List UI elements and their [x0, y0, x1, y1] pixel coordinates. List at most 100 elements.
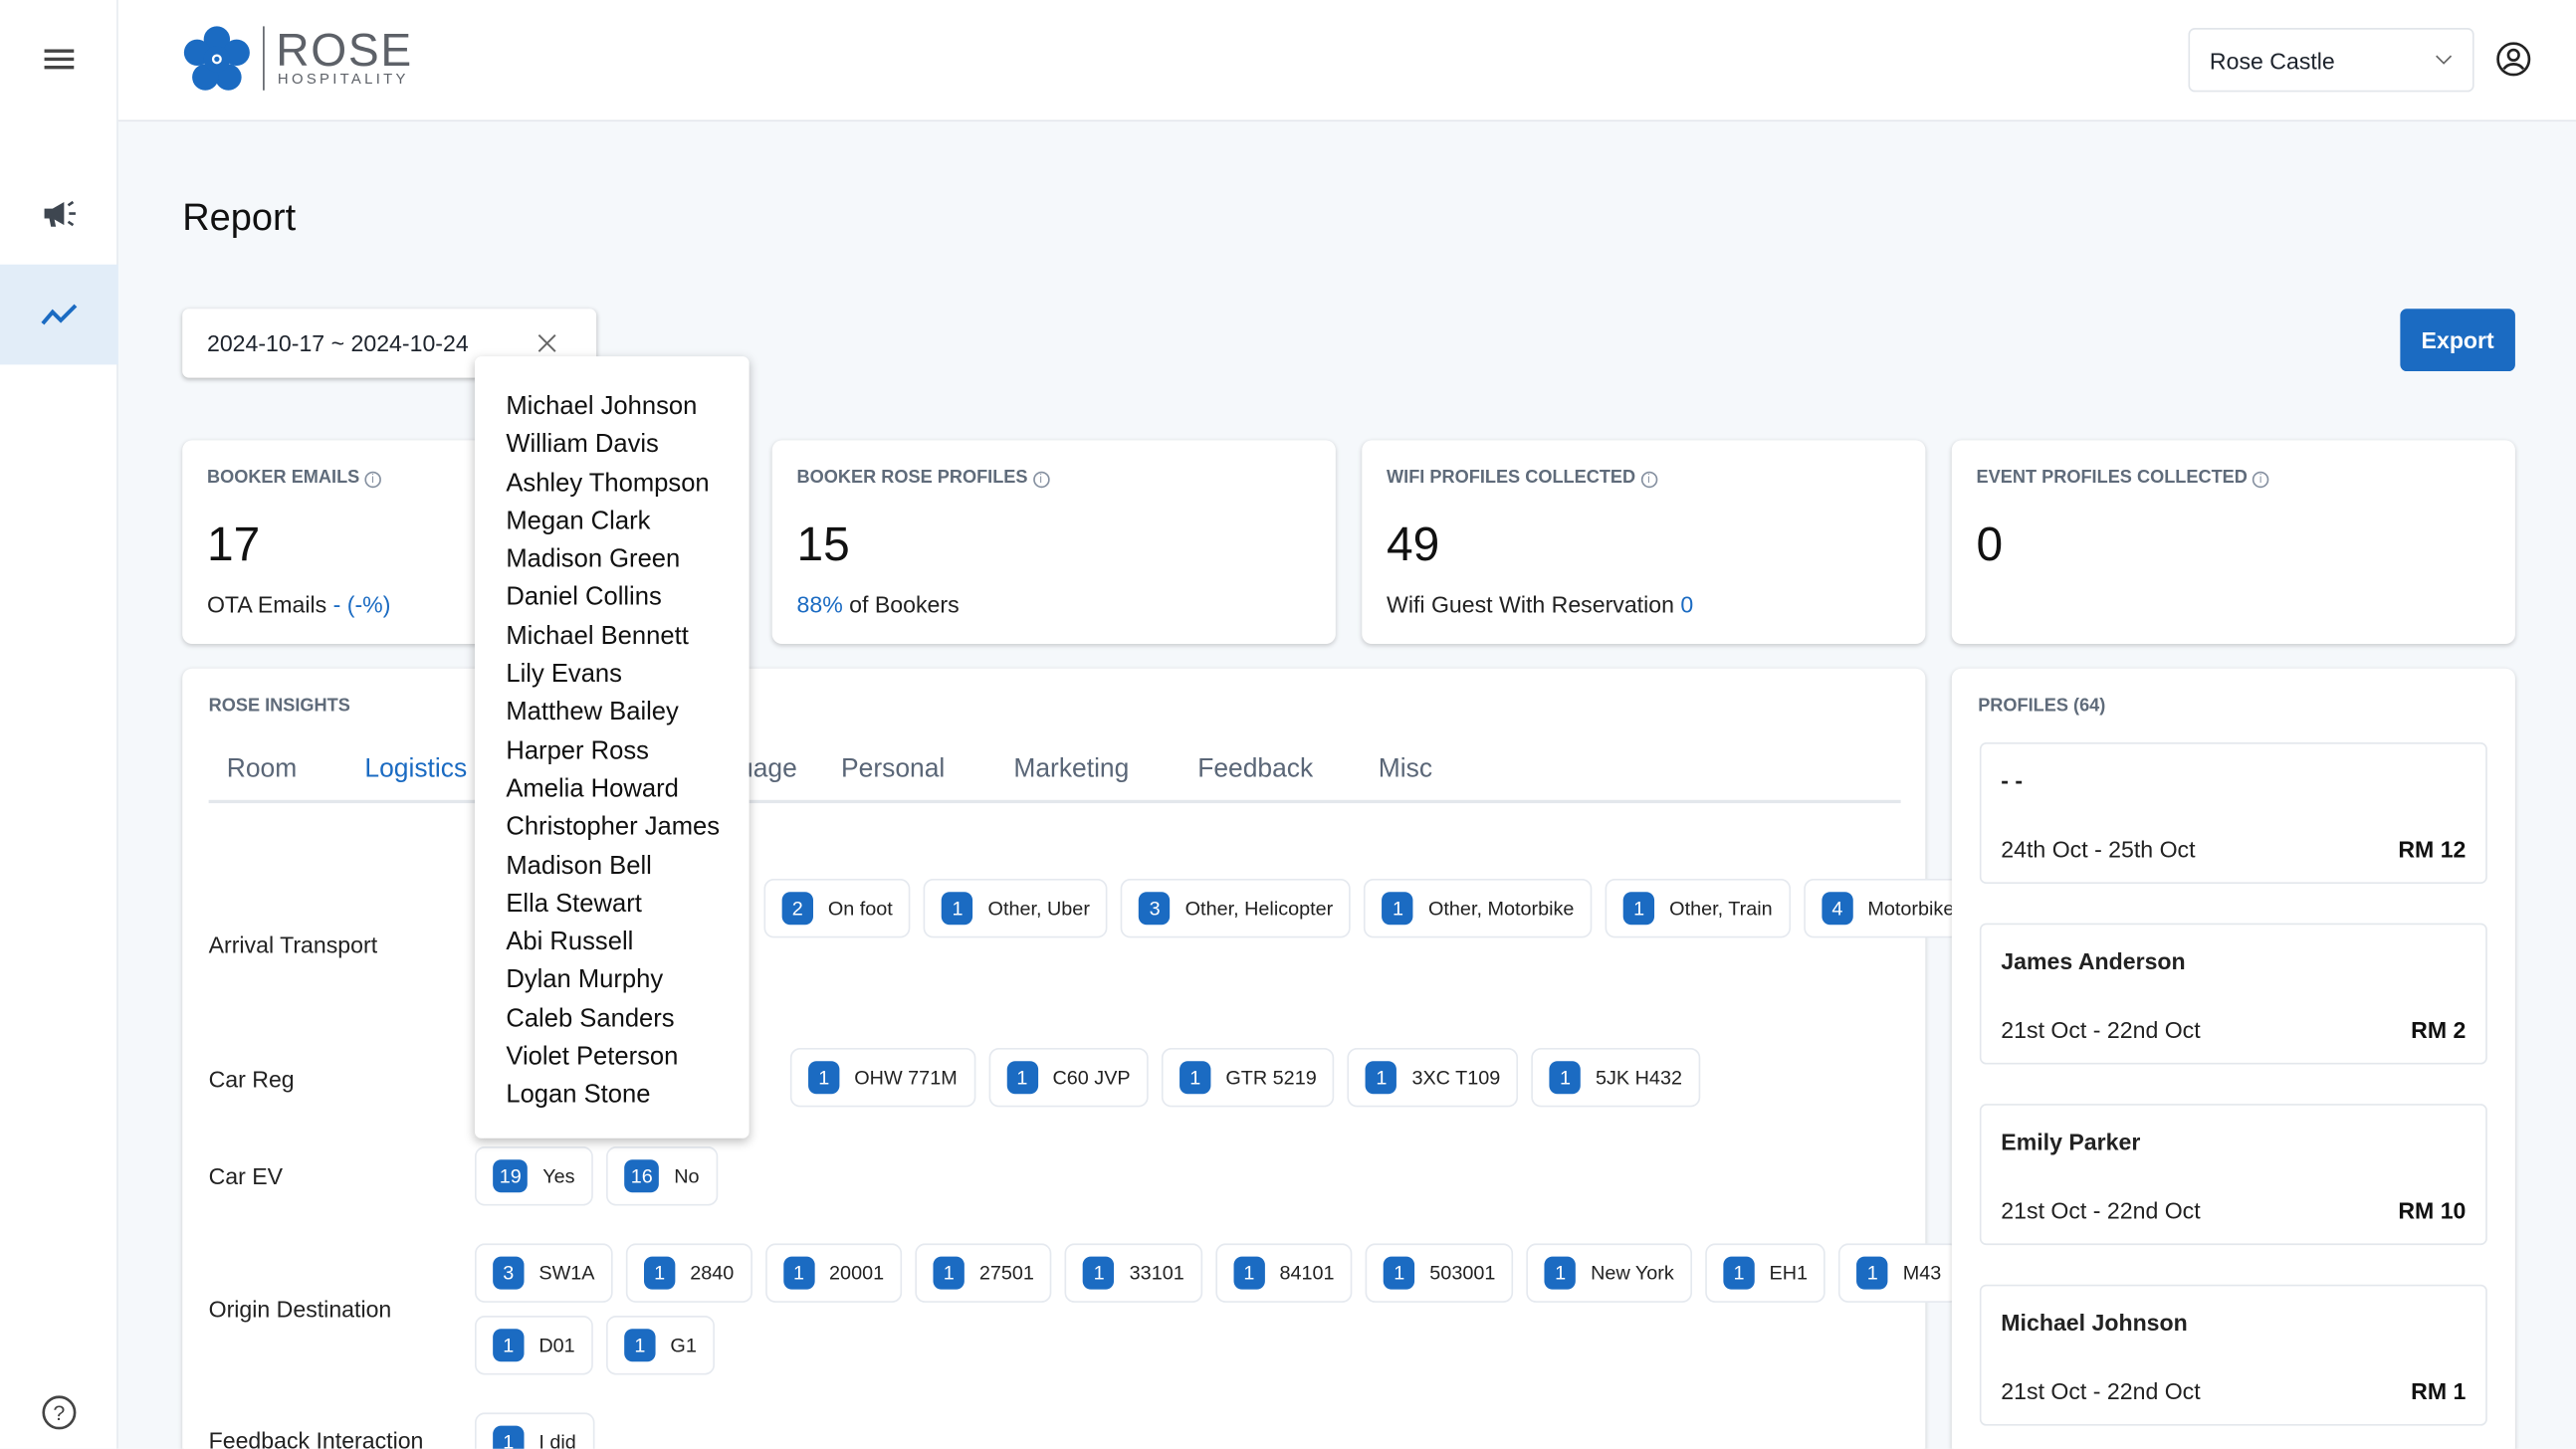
dropdown-option[interactable]: Daniel Collins — [506, 583, 662, 612]
count-badge: 1 — [1083, 1256, 1115, 1290]
info-icon[interactable]: i — [2252, 471, 2269, 489]
insight-chip[interactable]: 1 GTR 5219 — [1161, 1048, 1335, 1108]
rose-logo-icon — [182, 25, 251, 94]
profile-dates: 24th Oct - 25th Oct — [2001, 836, 2196, 863]
dropdown-option[interactable]: Michael Bennett — [506, 622, 689, 651]
insight-chip[interactable]: 1 3XC T109 — [1348, 1048, 1519, 1108]
chip-label: D01 — [538, 1334, 575, 1357]
dropdown-option[interactable]: Christopher James — [506, 813, 721, 842]
dropdown-option[interactable]: Amelia Howard — [506, 774, 679, 804]
info-icon[interactable]: i — [364, 471, 381, 489]
count-badge: 1 — [493, 1329, 525, 1362]
dropdown-option[interactable]: Lily Evans — [506, 660, 622, 689]
dropdown-option[interactable]: Ashley Thompson — [506, 469, 710, 498]
tab-logistics[interactable]: Logistics — [364, 755, 468, 784]
profile-dates: 21st Oct - 22nd Oct — [2001, 1377, 2201, 1405]
profile-dates: 21st Oct - 22nd Oct — [2001, 1197, 2201, 1224]
export-button[interactable]: Export — [2400, 309, 2515, 372]
stat-value: 0 — [1976, 518, 2004, 572]
dropdown-option[interactable]: Matthew Bailey — [506, 699, 679, 727]
profile-item[interactable]: Michael Johnson 21st Oct - 22nd Oct RM 1 — [1979, 1284, 2487, 1426]
insight-chip[interactable]: 1 84101 — [1215, 1243, 1353, 1303]
profile-amount: RM 2 — [2411, 1016, 2467, 1044]
insight-chip[interactable]: 1 2840 — [625, 1243, 752, 1303]
sidebar-item-report[interactable] — [0, 264, 118, 365]
insight-chip[interactable]: 3 SW1A — [474, 1243, 613, 1303]
chip-label: G1 — [670, 1334, 697, 1357]
insight-chip[interactable]: 2 On foot — [763, 879, 911, 938]
property-select[interactable]: Rose Castle — [2188, 28, 2474, 93]
name-dropdown: Michael Johnson William Davis Ashley Thomp… — [474, 356, 750, 1138]
dropdown-option[interactable]: Madison Green — [506, 545, 681, 574]
tab-feedback[interactable]: Feedback — [1197, 755, 1314, 784]
chip-row: 1 OHW 771M 1 C60 JVP 1 GTR 5219 1 3XC T109 1 5JK … — [475, 1048, 1701, 1108]
chip-label: No — [674, 1164, 700, 1188]
insight-chip[interactable]: 1 G1 — [606, 1316, 716, 1375]
insight-chip[interactable]: 1 5JK H432 — [1531, 1048, 1701, 1108]
stat-subtext: 88% of Bookers — [796, 591, 959, 617]
insight-chip[interactable]: 16 No — [605, 1146, 718, 1206]
dropdown-option[interactable]: Logan Stone — [506, 1081, 651, 1110]
dropdown-option[interactable]: Violet Peterson — [506, 1043, 679, 1072]
insight-chip[interactable]: 1 33101 — [1065, 1243, 1202, 1303]
tab-room[interactable]: Room — [226, 755, 298, 784]
insight-chip[interactable]: 1 OHW 771M — [789, 1048, 975, 1108]
dropdown-option[interactable]: Ella Stewart — [506, 890, 642, 919]
chip-label: Other, Uber — [987, 897, 1090, 921]
profile-item[interactable]: James Anderson 21st Oct - 22nd Oct RM 2 — [1979, 923, 2487, 1065]
count-badge: 1 — [942, 892, 973, 926]
chip-label: 33101 — [1129, 1261, 1184, 1285]
insight-chip[interactable]: 1 Other, Train — [1605, 879, 1791, 938]
count-badge: 3 — [1139, 892, 1171, 926]
insight-chip[interactable]: 1 Other, Uber — [924, 879, 1109, 938]
svg-text:?: ? — [53, 1401, 65, 1425]
dropdown-option[interactable]: Abi Russell — [506, 928, 634, 956]
insight-chip[interactable]: 1 C60 JVP — [988, 1048, 1149, 1108]
dropdown-option[interactable]: Michael Johnson — [506, 392, 698, 421]
insight-chip[interactable]: 1 EH1 — [1705, 1243, 1826, 1303]
chip-label: Other, Train — [1669, 897, 1773, 921]
menu-icon[interactable] — [0, 36, 118, 82]
chip-label: SW1A — [538, 1261, 595, 1285]
dropdown-option[interactable]: Harper Ross — [506, 736, 649, 765]
count-badge: 1 — [1384, 1256, 1415, 1290]
chip-label: Motorbike — [1867, 897, 1955, 921]
help-icon[interactable]: ? — [0, 1391, 118, 1434]
insight-chip[interactable]: 3 Other, Helicopter — [1121, 879, 1352, 938]
user-account-icon[interactable] — [2495, 41, 2531, 86]
chip-label: Yes — [542, 1164, 575, 1188]
dropdown-option[interactable]: Caleb Sanders — [506, 1004, 675, 1033]
dropdown-option[interactable]: William Davis — [506, 430, 659, 459]
stat-sub-value: 88% — [796, 591, 843, 618]
insight-chip[interactable]: 1 20001 — [764, 1243, 903, 1303]
info-icon[interactable]: i — [1640, 471, 1657, 489]
dropdown-option[interactable]: Dylan Murphy — [506, 966, 664, 995]
insight-chip[interactable]: 1 27501 — [915, 1243, 1053, 1303]
dropdown-option[interactable]: Madison Bell — [506, 851, 652, 880]
row-label: Feedback Interaction — [208, 1427, 424, 1449]
insight-chip[interactable]: 19 Yes — [474, 1146, 593, 1206]
chip-row: 1 I did — [474, 1412, 594, 1449]
insight-chip[interactable]: 1 503001 — [1365, 1243, 1514, 1303]
megaphone-icon[interactable] — [0, 181, 118, 247]
insight-chip[interactable]: 1 D01 — [474, 1316, 593, 1375]
tab-personal[interactable]: Personal — [841, 755, 946, 784]
count-badge: 1 — [1622, 892, 1655, 926]
stat-card: WIFI PROFILES COLLECTED i 49 Wifi Guest Wit… — [1362, 440, 1926, 644]
stat-card: BOOKER ROSE PROFILES i 15 88% of Bookers — [771, 440, 1336, 644]
insight-chip[interactable]: 1 New York — [1526, 1243, 1692, 1303]
profile-amount: RM 10 — [2398, 1197, 2467, 1224]
profile-item[interactable]: - - 24th Oct - 25th Oct RM 12 — [1979, 742, 2487, 884]
dropdown-option[interactable]: Megan Clark — [506, 507, 651, 535]
insight-chip[interactable]: 1 Other, Motorbike — [1364, 879, 1593, 938]
clear-icon[interactable] — [537, 333, 557, 353]
chip-label: C60 JVP — [1052, 1066, 1131, 1090]
profile-item[interactable]: Emily Parker 21st Oct - 22nd Oct RM 10 — [1979, 1104, 2487, 1246]
tab-misc[interactable]: Misc — [1378, 755, 1433, 784]
info-icon[interactable]: i — [1032, 471, 1049, 489]
stat-subtext: OTA Emails - (-%) — [207, 591, 390, 617]
insight-chip[interactable]: 1 M43 — [1838, 1243, 1960, 1303]
insight-chip[interactable]: 4 Motorbike — [1804, 879, 1973, 938]
tab-marketing[interactable]: Marketing — [1013, 755, 1130, 784]
insight-chip[interactable]: 1 I did — [474, 1412, 594, 1449]
